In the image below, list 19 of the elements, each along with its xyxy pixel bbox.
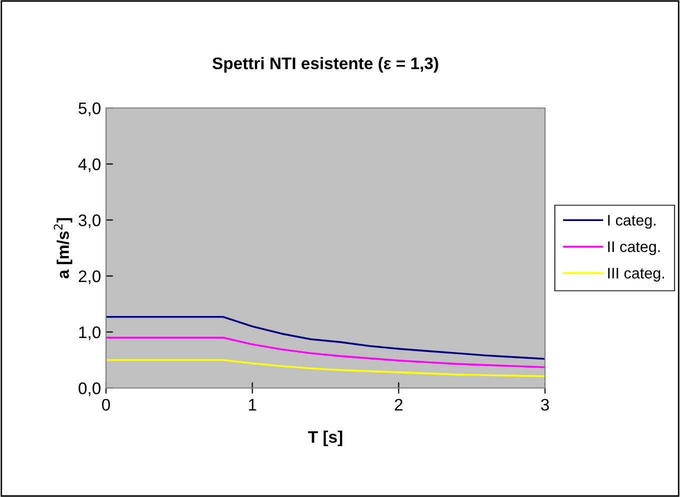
- line-series: [106, 316, 545, 360]
- chart-title: Spettri NTI esistente (ε = 1,3): [212, 57, 438, 73]
- legend-label: II categ.: [608, 241, 660, 256]
- x-tick-label: 3: [541, 398, 549, 411]
- y-tick-label: 0,0: [78, 382, 100, 396]
- legend-label: III categ.: [608, 268, 664, 282]
- x-tick-label: 2: [394, 398, 402, 410]
- y-tick-label: 1,0: [79, 326, 100, 340]
- y-tick-label: 5,0: [78, 102, 100, 116]
- x-tick-label: 0: [102, 398, 110, 411]
- line-series: [106, 336, 545, 368]
- y-tick-label: 2,0: [78, 270, 100, 284]
- legend-label: I categ.: [608, 214, 656, 229]
- x-axis-title: T [s]: [308, 430, 342, 446]
- y-tick-label: 3,0: [78, 214, 100, 228]
- x-tick-label: 1: [248, 399, 256, 410]
- y-tick-label: 4,0: [78, 158, 100, 172]
- line-series: [106, 359, 545, 378]
- y-axis-title: a [m/s$^{2}$]: [54, 218, 72, 278]
